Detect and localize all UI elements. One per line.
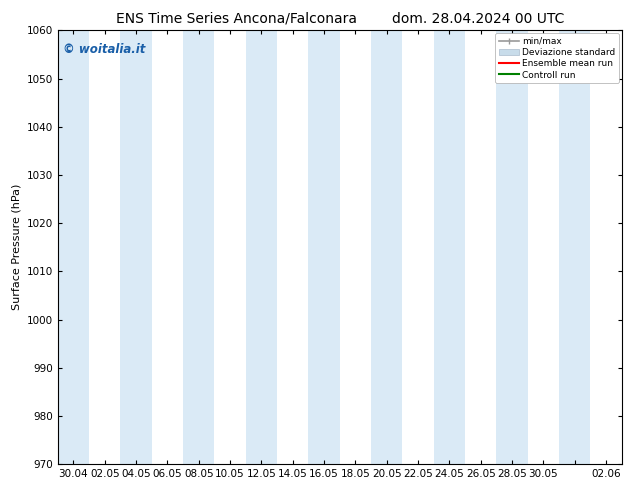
Y-axis label: Surface Pressure (hPa): Surface Pressure (hPa): [11, 184, 21, 311]
Bar: [559, 30, 590, 464]
Bar: [308, 30, 340, 464]
Title: ENS Time Series Ancona/Falconara        dom. 28.04.2024 00 UTC: ENS Time Series Ancona/Falconara dom. 28…: [115, 11, 564, 25]
Bar: [434, 30, 465, 464]
Bar: [371, 30, 403, 464]
Bar: [246, 30, 277, 464]
Bar: [183, 30, 214, 464]
Bar: [120, 30, 152, 464]
Bar: [496, 30, 527, 464]
Bar: [58, 30, 89, 464]
Text: © woitalia.it: © woitalia.it: [63, 44, 146, 56]
Legend: min/max, Deviazione standard, Ensemble mean run, Controll run: min/max, Deviazione standard, Ensemble m…: [495, 33, 619, 83]
